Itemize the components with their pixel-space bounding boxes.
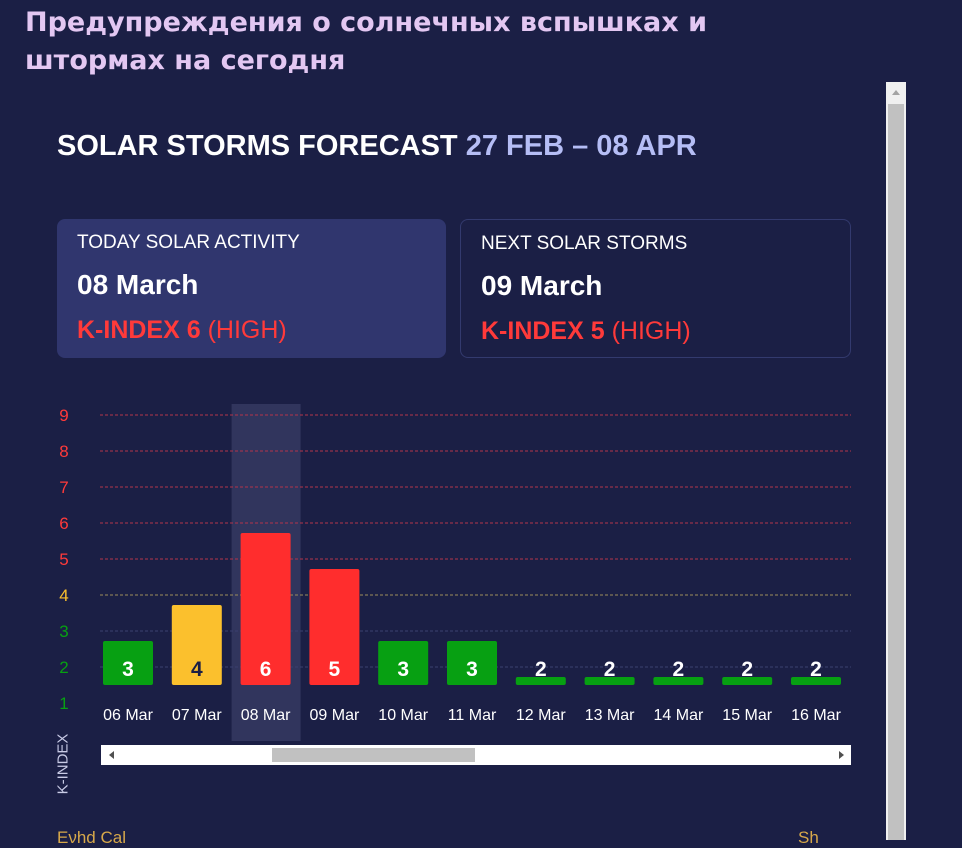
scroll-up-arrow-icon[interactable] [886, 82, 906, 102]
footer-left-text[interactable]: Eνhd Cal [57, 828, 126, 847]
y-tick-label: 9 [59, 406, 68, 425]
y-tick-label: 3 [59, 622, 68, 641]
widget-date-range: 27 FEB – 08 APR [465, 130, 697, 162]
bar [447, 641, 497, 685]
bar [584, 677, 635, 685]
x-tick-label: 08 Mar [241, 707, 291, 724]
scroll-left-arrow-icon[interactable] [101, 745, 121, 765]
bar-value-label: 2 [673, 658, 685, 681]
footer-right-text[interactable]: Sh [798, 828, 819, 847]
x-tick-label: 09 Mar [310, 707, 360, 724]
bar [309, 569, 360, 685]
next-card-kindex: K-INDEX 5 (HIGH) [481, 317, 691, 346]
bar-value-label: 6 [260, 658, 272, 681]
today-card-kindex: K-INDEX 6 (HIGH) [77, 316, 287, 345]
y-tick-label: 6 [59, 514, 68, 533]
y-tick-label: 8 [59, 442, 68, 461]
x-tick-label: 10 Mar [378, 707, 428, 724]
chart-horizontal-scrollbar[interactable] [101, 745, 851, 765]
y-tick-label: 5 [59, 550, 68, 569]
scroll-right-arrow-icon[interactable] [831, 745, 851, 765]
kindex-bar-chart: 1 2 3 4 5 6 7 8 9 3 06 Mar 4 07 Mar 6 08 Mar 5 09 Mar 3 10… [59, 404, 851, 741]
next-kindex-value: K-INDEX 5 [481, 317, 605, 345]
bar [171, 605, 222, 685]
today-kindex-value: K-INDEX 6 [77, 316, 201, 344]
x-tick-label: 15 Mar [722, 707, 772, 724]
today-card-label: TODAY SOLAR ACTIVITY [77, 232, 300, 253]
bar-value-label: 2 [810, 658, 822, 681]
widget-title-text: SOLAR STORMS FORECAST [57, 130, 458, 162]
next-card-date: 09 March [481, 270, 603, 301]
page-heading: Предупреждения о солнечных вспышках и шт… [25, 7, 708, 76]
y-axis-title: K-INDEX [54, 733, 72, 795]
y-tick-label: 4 [59, 586, 68, 605]
widget-title: SOLAR STORMS FORECAST 27 FEB – 08 APR [57, 128, 697, 164]
bar-value-label: 2 [741, 658, 753, 681]
bar-value-label: 3 [397, 658, 409, 681]
x-tick-label: 06 Mar [103, 707, 153, 724]
x-tick-label: 14 Mar [654, 707, 704, 724]
next-storm-card: NEXT SOLAR STORMS 09 March K-INDEX 5 (HI… [460, 219, 851, 358]
today-card-date: 08 March [77, 269, 199, 300]
x-tick-label: 07 Mar [172, 707, 222, 724]
next-kindex-level: (HIGH) [611, 317, 691, 345]
vertical-scroll-thumb[interactable] [888, 104, 904, 840]
bar [240, 533, 291, 685]
next-card-label: NEXT SOLAR STORMS [481, 233, 688, 254]
x-tick-label: 16 Mar [791, 707, 841, 724]
today-activity-card: TODAY SOLAR ACTIVITY 08 March K-INDEX 6 … [57, 219, 446, 358]
y-tick-label: 1 [59, 694, 68, 713]
y-tick-label: 2 [59, 658, 68, 677]
page-vertical-scrollbar[interactable] [886, 82, 906, 840]
bar [722, 677, 773, 685]
today-kindex-level: (HIGH) [207, 316, 287, 344]
x-tick-label: 12 Mar [516, 707, 566, 724]
bar-value-label: 2 [535, 658, 547, 681]
bar-value-label: 5 [329, 658, 341, 681]
bar [791, 677, 841, 685]
x-tick-label: 11 Mar [448, 707, 497, 724]
x-tick-label: 13 Mar [585, 707, 635, 724]
bar-value-label: 2 [604, 658, 616, 681]
bar [653, 677, 704, 685]
bar-value-label: 4 [191, 658, 203, 681]
bar [378, 641, 429, 685]
horizontal-scroll-thumb[interactable] [272, 748, 475, 762]
bar [103, 641, 153, 685]
bar-value-label: 3 [122, 658, 134, 681]
y-tick-label: 7 [59, 478, 68, 497]
bar-value-label: 3 [466, 658, 478, 681]
bar [515, 677, 566, 685]
